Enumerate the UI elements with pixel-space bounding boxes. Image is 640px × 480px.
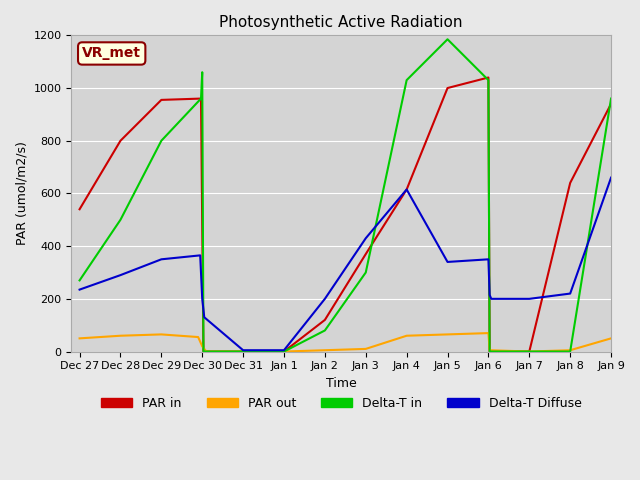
Text: VR_met: VR_met (82, 47, 141, 60)
Legend: PAR in, PAR out, Delta-T in, Delta-T Diffuse: PAR in, PAR out, Delta-T in, Delta-T Dif… (96, 392, 586, 415)
Y-axis label: PAR (umol/m2/s): PAR (umol/m2/s) (15, 142, 28, 245)
X-axis label: Time: Time (326, 377, 356, 390)
Title: Photosynthetic Active Radiation: Photosynthetic Active Radiation (220, 15, 463, 30)
